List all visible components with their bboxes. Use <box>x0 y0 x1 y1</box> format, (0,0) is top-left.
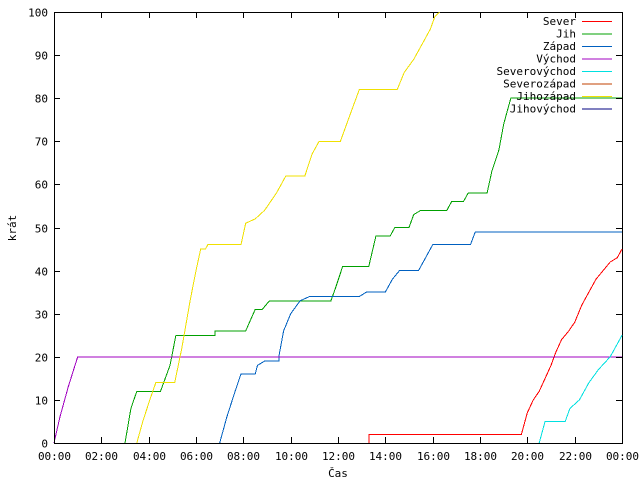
legend-label: Sever <box>543 15 576 28</box>
y-tick-label: 10 <box>35 395 48 408</box>
x-tick-label: 16:00 <box>417 450 450 463</box>
x-tick-label: 20:00 <box>511 450 544 463</box>
x-tick-label: 00:00 <box>606 450 639 463</box>
y-tick-label: 50 <box>35 223 48 236</box>
y-tick-label: 30 <box>35 309 48 322</box>
legend-label: Jih <box>556 28 576 41</box>
legend-label: Jihovýchod <box>510 103 576 116</box>
x-tick-label: 14:00 <box>369 450 402 463</box>
x-tick-label: 02:00 <box>85 450 118 463</box>
series-line-jihozápad <box>136 11 441 444</box>
legend: SeverJihZápadVýchodSeverovýchodSeverozáp… <box>497 15 612 116</box>
y-tick-label: 100 <box>28 7 48 20</box>
y-tick-label: 70 <box>35 136 48 149</box>
legend-label: Severovýchod <box>497 65 576 78</box>
legend-label: Jihozápad <box>516 90 576 103</box>
series-line-západ <box>219 231 622 444</box>
legend-label: Západ <box>543 40 576 53</box>
y-tick-label: 80 <box>35 93 48 106</box>
y-tick-label: 40 <box>35 266 48 279</box>
legend-label: Východ <box>536 53 576 66</box>
y-tick-label: 90 <box>35 50 48 63</box>
y-tick-label: 60 <box>35 179 48 192</box>
x-axis-ticks: 00:00 02:00 04:00 06:00 08:00 10:00 12:00 14:00… <box>38 12 639 463</box>
x-tick-label: 08:00 <box>227 450 260 463</box>
x-tick-label: 10:00 <box>275 450 308 463</box>
x-tick-label: 00:00 <box>38 450 71 463</box>
y-tick-label: 0 <box>41 438 48 451</box>
x-tick-label: 18:00 <box>464 450 497 463</box>
x-tick-label: 22:00 <box>559 450 592 463</box>
y-axis-label: krát <box>6 215 19 242</box>
series-line-severovýchod <box>538 335 623 444</box>
x-tick-label: 04:00 <box>133 450 166 463</box>
x-axis-label: Čas <box>328 467 348 480</box>
series-layer <box>53 11 623 444</box>
x-tick-label: 12:00 <box>322 450 355 463</box>
y-tick-label: 20 <box>35 352 48 365</box>
y-axis-ticks: 0 10 20 30 40 50 60 70 80 90 100 <box>28 7 622 451</box>
x-tick-label: 06:00 <box>180 450 213 463</box>
series-line-sever <box>368 248 623 443</box>
legend-label: Severozápad <box>503 78 576 91</box>
series-line-východ <box>53 356 622 444</box>
series-line-jih <box>124 97 622 444</box>
